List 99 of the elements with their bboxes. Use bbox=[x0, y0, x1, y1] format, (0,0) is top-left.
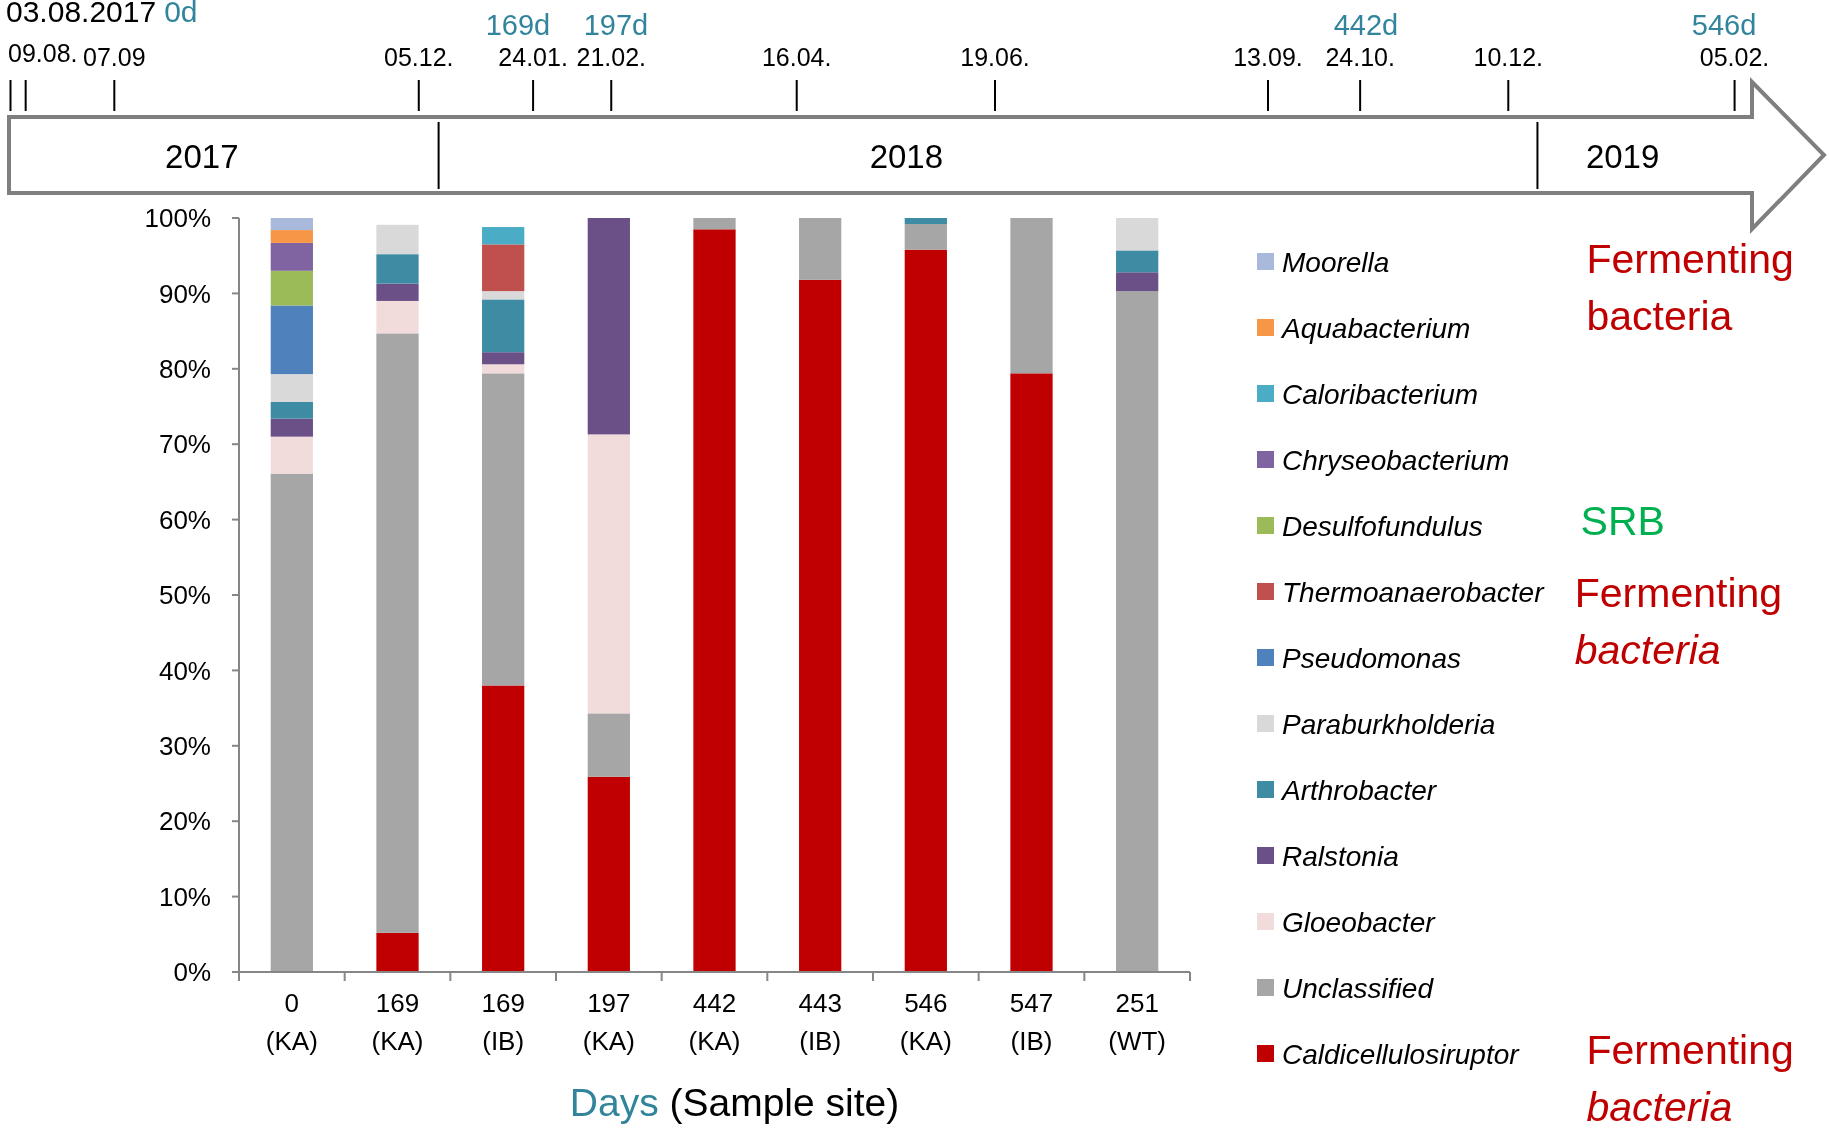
text: 546d bbox=[1691, 9, 1757, 41]
text: 24.01. bbox=[498, 43, 568, 71]
y-tick-label: 50% bbox=[158, 580, 211, 611]
x-tick-label: 251 (WT) bbox=[1108, 988, 1167, 1056]
x-axis-title: Days (Sample site) bbox=[569, 1081, 900, 1124]
bar bbox=[270, 418, 313, 437]
legend-label: Desulfofundulus bbox=[1282, 510, 1483, 542]
bar bbox=[482, 244, 525, 292]
x-tick-label: 443 (IB) bbox=[798, 988, 842, 1056]
x-tick-label: 169 (IB) bbox=[481, 988, 525, 1056]
bar bbox=[270, 374, 313, 402]
y-tick-label: 90% bbox=[158, 278, 211, 309]
bar bbox=[693, 218, 736, 230]
bar bbox=[376, 333, 419, 933]
legend-label: Caloribacterium bbox=[1282, 378, 1479, 410]
text: 2017 bbox=[165, 138, 239, 175]
x-tick-label: 442 (KA) bbox=[688, 988, 741, 1056]
text: 09.08. bbox=[8, 39, 78, 67]
text: 05.02. bbox=[1699, 43, 1770, 71]
bar bbox=[270, 473, 313, 972]
legend-label: Unclassified bbox=[1282, 972, 1435, 1004]
legend-label: Pseudomonas bbox=[1282, 642, 1462, 674]
bar bbox=[376, 932, 419, 972]
bar bbox=[270, 218, 313, 231]
x-tick-label: 547 (IB) bbox=[1009, 988, 1054, 1056]
bar bbox=[1116, 291, 1159, 972]
text: 13.09. bbox=[1233, 43, 1303, 71]
legend-label: Thermoanaerobacter bbox=[1282, 576, 1546, 608]
bar bbox=[270, 436, 313, 474]
legend-label: Caldicellulosiruptor bbox=[1282, 1038, 1521, 1070]
bar bbox=[270, 242, 313, 271]
bar bbox=[904, 218, 947, 225]
y-tick-label: 100% bbox=[144, 203, 211, 234]
text: 07.09 bbox=[83, 43, 146, 71]
bar bbox=[1010, 373, 1053, 972]
text: 03.08.2017 bbox=[6, 0, 157, 28]
bar bbox=[693, 229, 736, 972]
text: 16.04. bbox=[761, 43, 832, 71]
text: 0d bbox=[164, 0, 198, 28]
text: SRB bbox=[1580, 498, 1665, 545]
y-tick-label: 60% bbox=[158, 504, 211, 535]
bar bbox=[1116, 272, 1159, 292]
legend-label: Arthrobacter bbox=[1280, 774, 1438, 806]
text: Fermenting bacteria bbox=[1574, 569, 1783, 673]
legend-label: Ralstonia bbox=[1282, 840, 1399, 872]
bar bbox=[270, 230, 313, 243]
bar bbox=[376, 254, 419, 284]
text: 2018 bbox=[869, 138, 944, 175]
bar bbox=[270, 270, 313, 306]
bar bbox=[587, 218, 630, 435]
x-tick-label: 546 (KA) bbox=[899, 988, 952, 1056]
bar bbox=[1010, 218, 1053, 374]
bar bbox=[482, 227, 525, 245]
legend-label: Moorella bbox=[1282, 246, 1390, 278]
x-tick-label: 197 (KA) bbox=[582, 988, 635, 1056]
text: Fermenting bacteria bbox=[1586, 1026, 1794, 1130]
legend-label: Gloeobacter bbox=[1282, 906, 1437, 938]
bar bbox=[482, 352, 525, 365]
bar bbox=[799, 279, 842, 972]
legend-label: Aquabacterium bbox=[1280, 312, 1471, 344]
x-tick-label: 0 (KA) bbox=[265, 988, 318, 1056]
y-tick-label: 0% bbox=[173, 957, 211, 988]
bar bbox=[270, 305, 313, 375]
bar bbox=[376, 283, 419, 301]
bar bbox=[482, 373, 525, 686]
y-tick-label: 80% bbox=[158, 353, 211, 384]
text: 21.02. bbox=[576, 43, 646, 71]
text: 169d bbox=[485, 9, 551, 41]
bar bbox=[1116, 218, 1159, 251]
bar bbox=[587, 713, 630, 777]
bar bbox=[587, 434, 630, 714]
bar bbox=[904, 224, 947, 250]
bar bbox=[482, 685, 525, 972]
text: 10.12. bbox=[1473, 43, 1544, 71]
legend-label: Paraburkholderia bbox=[1282, 708, 1496, 740]
bar bbox=[799, 218, 842, 280]
text: Fermenting bacteria bbox=[1586, 235, 1794, 339]
bar bbox=[482, 299, 525, 353]
bar bbox=[270, 401, 313, 419]
text: 2019 bbox=[1585, 138, 1660, 175]
y-tick-label: 20% bbox=[158, 806, 211, 837]
text: 05.12. bbox=[384, 43, 454, 71]
x-tick-label: 169 (KA) bbox=[371, 988, 424, 1056]
text: 24.10. bbox=[1325, 43, 1395, 71]
bar bbox=[587, 776, 630, 972]
legend-label: Chryseobacterium bbox=[1282, 444, 1510, 476]
y-tick-label: 40% bbox=[158, 655, 211, 686]
bar bbox=[482, 291, 525, 300]
bar bbox=[904, 249, 947, 972]
bar bbox=[376, 300, 419, 334]
y-tick-label: 30% bbox=[158, 730, 211, 761]
y-tick-label: 70% bbox=[158, 429, 211, 460]
bar bbox=[482, 364, 525, 374]
text: 197d bbox=[583, 9, 649, 41]
text: 19.06. bbox=[960, 43, 1030, 71]
bar bbox=[376, 224, 419, 255]
bar bbox=[1116, 250, 1159, 273]
y-tick-label: 10% bbox=[158, 881, 211, 912]
text: 442d bbox=[1333, 9, 1399, 41]
